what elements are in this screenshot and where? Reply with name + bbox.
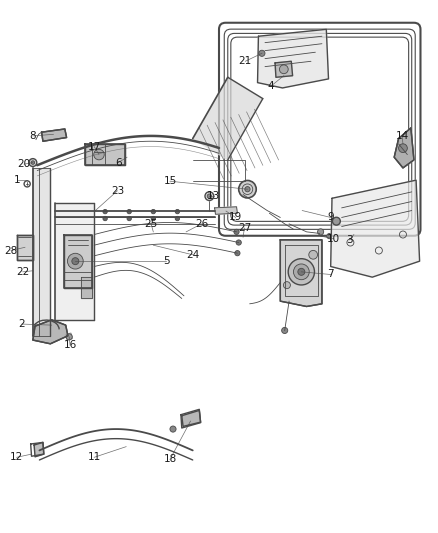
Circle shape (298, 268, 305, 276)
Text: 14: 14 (396, 131, 409, 141)
Circle shape (207, 194, 212, 198)
Text: 16: 16 (64, 341, 77, 350)
Circle shape (235, 251, 240, 256)
Text: 6: 6 (115, 158, 122, 167)
Circle shape (283, 281, 290, 289)
Polygon shape (17, 235, 33, 260)
Circle shape (127, 216, 131, 221)
Text: 26: 26 (195, 219, 208, 229)
Circle shape (293, 264, 309, 280)
Text: 28: 28 (4, 246, 18, 255)
Text: 25: 25 (145, 219, 158, 229)
Circle shape (239, 181, 256, 198)
Circle shape (318, 229, 324, 235)
Text: 24: 24 (186, 250, 199, 260)
Text: 8: 8 (29, 131, 36, 141)
Polygon shape (215, 207, 237, 214)
Polygon shape (42, 129, 67, 141)
Circle shape (245, 187, 250, 192)
Text: 22: 22 (16, 267, 29, 277)
Text: 21: 21 (239, 56, 252, 66)
Polygon shape (394, 128, 414, 168)
Polygon shape (64, 235, 92, 288)
Circle shape (175, 209, 180, 214)
Circle shape (151, 216, 155, 221)
Text: 11: 11 (88, 453, 101, 462)
Circle shape (282, 327, 288, 334)
Text: 27: 27 (238, 223, 251, 233)
Polygon shape (66, 333, 72, 340)
Text: 15: 15 (163, 176, 177, 186)
Text: 17: 17 (88, 142, 101, 151)
Polygon shape (33, 320, 68, 344)
Polygon shape (55, 203, 94, 320)
Circle shape (170, 426, 176, 432)
Circle shape (309, 251, 318, 259)
Polygon shape (275, 61, 293, 77)
Text: 12: 12 (10, 453, 23, 462)
Text: 9: 9 (327, 213, 334, 222)
Circle shape (151, 209, 155, 214)
Text: 3: 3 (346, 235, 353, 245)
Circle shape (72, 257, 79, 265)
Circle shape (279, 65, 288, 74)
Polygon shape (34, 442, 44, 457)
Circle shape (31, 161, 35, 164)
Polygon shape (182, 410, 201, 426)
Text: 10: 10 (327, 234, 340, 244)
Circle shape (205, 192, 214, 200)
Text: 23: 23 (111, 186, 124, 196)
Circle shape (399, 144, 407, 152)
Text: 13: 13 (207, 191, 220, 201)
Circle shape (66, 334, 72, 340)
Polygon shape (331, 180, 420, 277)
Circle shape (29, 159, 37, 166)
Polygon shape (258, 29, 328, 88)
Text: 20: 20 (18, 159, 31, 169)
Polygon shape (85, 144, 125, 165)
Polygon shape (280, 240, 322, 306)
Text: 7: 7 (327, 270, 334, 279)
Circle shape (103, 216, 107, 221)
Polygon shape (81, 277, 92, 298)
Text: 1: 1 (14, 175, 21, 185)
Circle shape (234, 229, 239, 235)
Text: 4: 4 (267, 82, 274, 91)
Circle shape (67, 253, 83, 269)
Circle shape (236, 240, 241, 245)
Circle shape (175, 216, 180, 221)
Circle shape (259, 50, 265, 56)
Circle shape (332, 217, 340, 225)
Polygon shape (33, 168, 50, 336)
Circle shape (327, 233, 332, 239)
Text: 19: 19 (229, 213, 242, 222)
Text: 5: 5 (163, 256, 170, 266)
Circle shape (127, 209, 131, 214)
Circle shape (94, 149, 104, 160)
Circle shape (103, 209, 107, 214)
Text: 2: 2 (18, 319, 25, 329)
Circle shape (288, 259, 314, 285)
Text: 18: 18 (163, 455, 177, 464)
Polygon shape (193, 77, 263, 160)
